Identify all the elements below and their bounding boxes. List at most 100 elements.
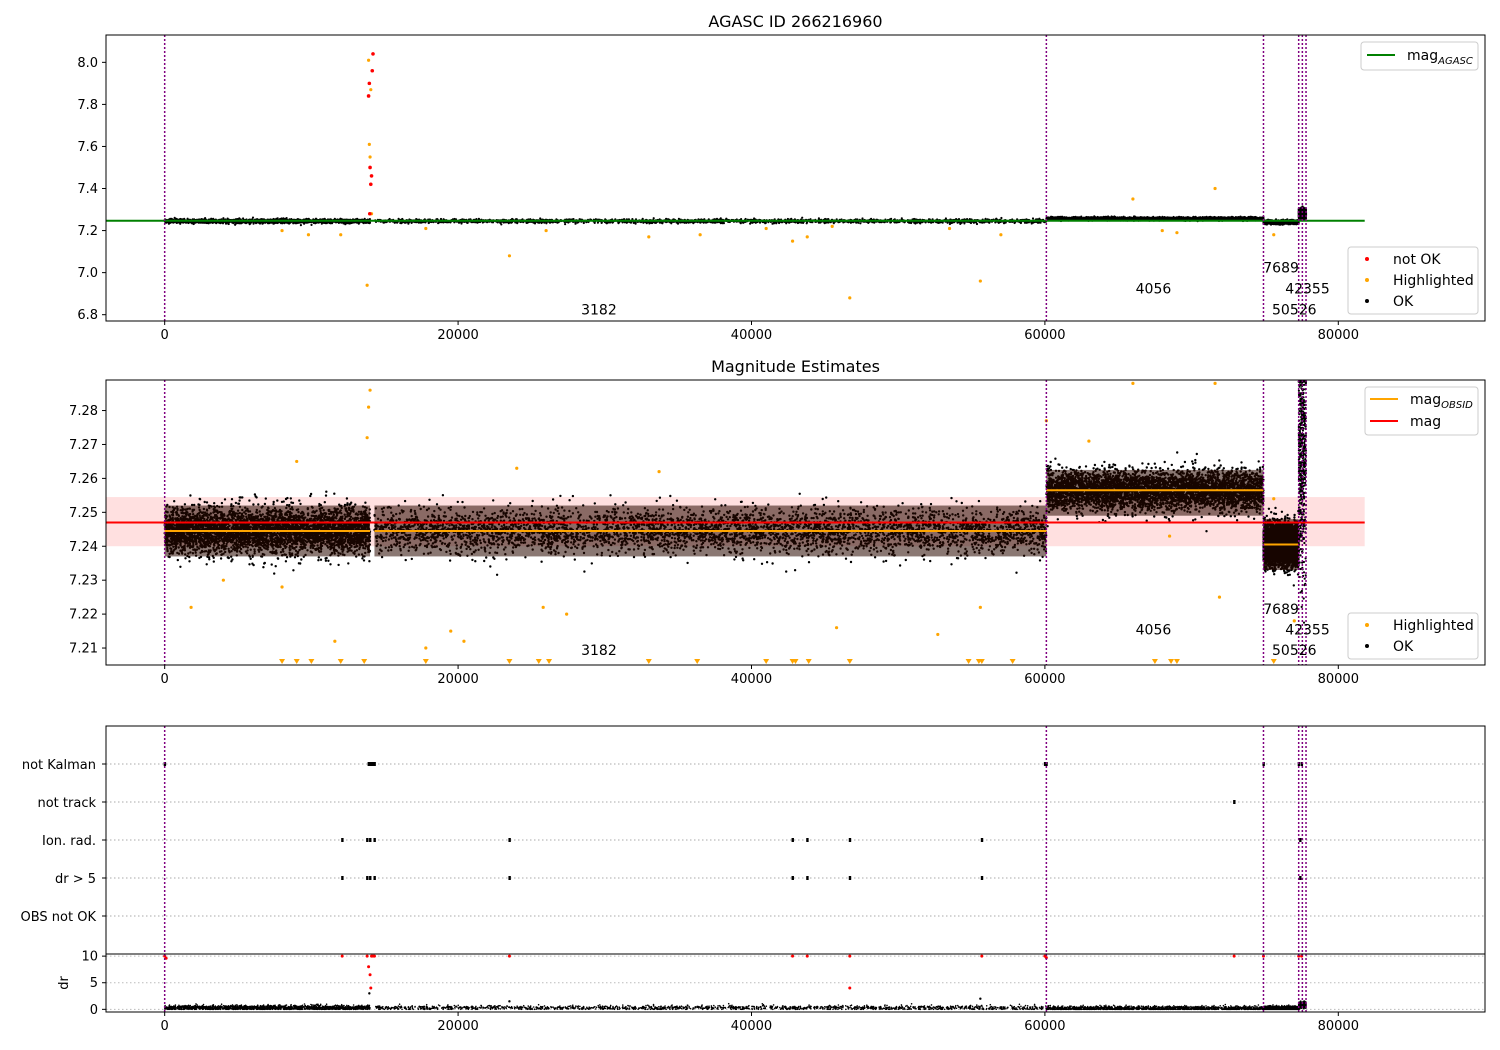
x-tick-label: 20000 — [437, 328, 478, 343]
highlighted-point — [365, 436, 369, 440]
highlighted-point — [221, 578, 225, 582]
axes-frame — [105, 34, 1486, 322]
highlighted-point — [1131, 197, 1135, 201]
highlighted-point — [978, 605, 982, 609]
highlighted-point — [848, 296, 852, 300]
flag-point — [508, 876, 511, 880]
y-tick-label: 0 — [90, 1003, 98, 1018]
obsid-uncertainty-band — [1046, 469, 1264, 516]
flag-point — [508, 838, 511, 842]
highlighted-point — [790, 239, 795, 243]
obsid-label: 4056 — [1136, 282, 1172, 298]
flag-point — [341, 876, 344, 880]
clipped-low-marker — [965, 659, 972, 664]
flag-point — [373, 762, 376, 766]
dr-point — [979, 997, 982, 1000]
chart-title: Magnitude Estimates — [711, 357, 880, 376]
flag-point — [1043, 762, 1047, 766]
highlighted-point — [1087, 439, 1091, 443]
panel-dr: 0 20000 40000 60000 80000 0 5 10 dr — [57, 950, 1486, 1034]
clipped-low-marker — [506, 659, 513, 664]
clipped-low-marker — [1173, 659, 1180, 664]
not-ok-point — [370, 68, 375, 73]
legend-label: OK — [1393, 639, 1414, 655]
y-tick-label: 7.8 — [77, 98, 98, 113]
flag-point — [371, 762, 375, 766]
y-tick-label: 7.28 — [69, 404, 98, 419]
flag-category-label: Ion. rad. — [42, 834, 96, 849]
clipped-low-marker — [1168, 659, 1175, 664]
ok-points-cloud — [164, 1003, 371, 1011]
x-tick-label: 80000 — [1318, 1019, 1359, 1034]
highlighted-point — [1160, 228, 1164, 233]
ok-points-cloud — [375, 1002, 1048, 1011]
y-tick-label: 7.0 — [77, 266, 98, 281]
y-tick-label: 7.26 — [69, 472, 98, 487]
y-tick-label: 7.2 — [77, 224, 98, 239]
dr-large-point — [367, 965, 371, 969]
flag-point — [366, 876, 369, 880]
highlighted-point — [936, 632, 940, 637]
flag-point — [1233, 800, 1236, 804]
legend-label-subscript: AGASC — [1437, 56, 1473, 67]
highlighted-point — [515, 466, 519, 470]
y-tick-label: 7.24 — [69, 540, 98, 555]
highlighted-point — [368, 388, 372, 392]
flag-point — [848, 876, 852, 880]
panel-agasc: AGASC ID 266216960 3182 4056 7689 42355 50526… — [77, 12, 1486, 343]
clipped-low-marker — [337, 659, 344, 664]
obsid-label: 4056 — [1136, 622, 1172, 638]
legend-label-main: mag — [1407, 48, 1438, 64]
dr-large-point — [340, 954, 344, 958]
flag-point — [980, 838, 984, 842]
flag-point — [791, 838, 794, 842]
clipped-low-marker — [792, 659, 799, 664]
y-tick-label: 7.21 — [69, 642, 98, 657]
highlighted-point — [805, 235, 809, 239]
highlighted-point — [366, 405, 371, 409]
legend-label: not OK — [1393, 252, 1441, 268]
dr-large-point — [848, 986, 852, 990]
highlighted-point — [449, 629, 453, 633]
legend-label: mag — [1410, 414, 1441, 430]
clipped-low-marker — [308, 659, 315, 664]
dr-point — [368, 992, 371, 995]
x-tick-label: 40000 — [731, 672, 772, 687]
highlighted-point — [1175, 231, 1179, 235]
panel-magnitude-estimates: Magnitude Estimates 3182 4056 7689 42355 5052… — [69, 357, 1486, 687]
not-ok-point — [367, 211, 372, 216]
x-tick-label: 40000 — [731, 328, 772, 343]
flag-point — [1299, 876, 1302, 880]
clipped-low-marker — [846, 659, 853, 664]
highlighted-point — [1131, 381, 1135, 385]
flag-point — [369, 838, 372, 842]
dr-axis-label: dr — [57, 976, 72, 990]
flag-point — [848, 838, 852, 842]
highlighted-point — [1272, 233, 1276, 237]
ok-points-cloud — [1297, 205, 1308, 221]
clipped-low-marker — [694, 659, 701, 664]
highlighted-point — [834, 626, 839, 630]
legend-label: magOBSID — [1410, 392, 1473, 411]
clipped-low-marker — [978, 659, 985, 664]
legend-marker-swatch — [1365, 278, 1369, 282]
obsid-label: 42355 — [1285, 282, 1330, 298]
dr-large-point — [791, 954, 795, 958]
highlighted-point — [1213, 381, 1217, 385]
figure-layers: AGASC ID 266216960 3182 4056 7689 42355 50526… — [21, 12, 1486, 1034]
clipped-low-marker — [422, 659, 429, 664]
legend-box — [1347, 246, 1479, 315]
not-ok-point — [367, 81, 372, 86]
highlighted-point — [830, 224, 834, 228]
flag-category-label: dr > 5 — [55, 872, 96, 887]
flag-point — [366, 838, 369, 842]
highlighted-point — [189, 605, 193, 609]
ok-points-cloud — [1262, 1004, 1300, 1011]
highlighted-point — [306, 233, 311, 237]
dr-large-point — [507, 954, 511, 958]
flag-point — [791, 876, 794, 880]
legend-label: OK — [1393, 294, 1414, 310]
flag-point — [373, 838, 376, 842]
flag-point — [367, 762, 370, 766]
flag-point — [806, 876, 809, 880]
